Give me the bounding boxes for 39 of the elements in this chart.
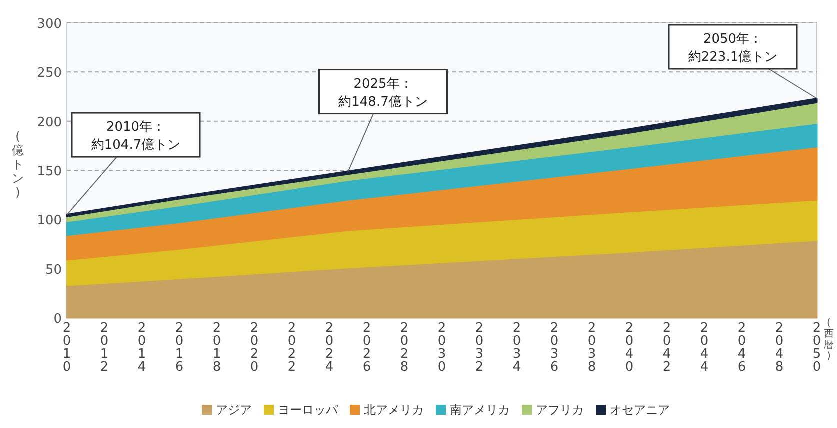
x-tick-label: 2 0 3 8	[588, 321, 596, 375]
x-tick-label: 2 0 2 8	[400, 321, 409, 375]
y-tick-label: 200	[37, 115, 62, 130]
legend-label: アジア	[216, 403, 252, 417]
legend-label: アフリカ	[536, 403, 584, 417]
legend-label: 南アメリカ	[450, 403, 510, 417]
x-tick-label: 2 0 1 4	[138, 321, 146, 375]
x-tick-label: 2 0 4 4	[700, 321, 709, 375]
x-tick-label: 2 0 2 2	[288, 321, 296, 375]
y-tick-label: 150	[37, 164, 62, 180]
legend-label: 北アメリカ	[364, 403, 424, 417]
x-tick-label: 2 0 1 8	[212, 321, 222, 375]
y-tick-label: 300	[37, 17, 62, 32]
x-tick-label: 2 0 1 2	[100, 321, 109, 375]
x-tick-label: 2 0 1 0	[62, 321, 72, 375]
y-tick-label: 0	[54, 312, 62, 327]
annotation: 2050年：約223.1億トン	[688, 32, 778, 65]
x-tick-label: 2 0 4 6	[738, 321, 746, 375]
y-tick-label: 250	[37, 66, 62, 82]
x-tick-label: 2 0 4 8	[775, 321, 784, 375]
x-tick-label: 2 0 3 0	[438, 321, 446, 375]
x-tick-label: 2 0 4 2	[662, 321, 672, 375]
x-tick-label: 2 0 5 0	[812, 321, 822, 375]
x-tick-label: 2 0 3 6	[550, 321, 559, 375]
annotation: 2025年：約148.7億トン	[338, 76, 428, 110]
x-tick-label: 2 0 3 2	[475, 321, 484, 375]
annotation: 2010年：約104.7億トン	[91, 120, 181, 154]
x-tick-label: 2 0 4 0	[625, 321, 634, 375]
x-tick-label: 2 0 3 4	[512, 321, 522, 375]
x-axis-title: (西暦)	[824, 318, 834, 362]
x-tick-label: 2 0 1 6	[175, 321, 184, 375]
x-tick-label: 2 0 2 4	[325, 321, 334, 375]
y-tick-label: 100	[37, 214, 62, 229]
legend-label: ヨーロッパ	[278, 403, 339, 417]
x-tick-label: 2 0 2 0	[250, 321, 259, 375]
legend-label: オセアニア	[610, 403, 670, 417]
y-tick-label: 50	[45, 262, 62, 278]
y-axis-title: (億トン)	[12, 130, 24, 200]
x-tick-label: 2 0 2 6	[362, 321, 372, 375]
